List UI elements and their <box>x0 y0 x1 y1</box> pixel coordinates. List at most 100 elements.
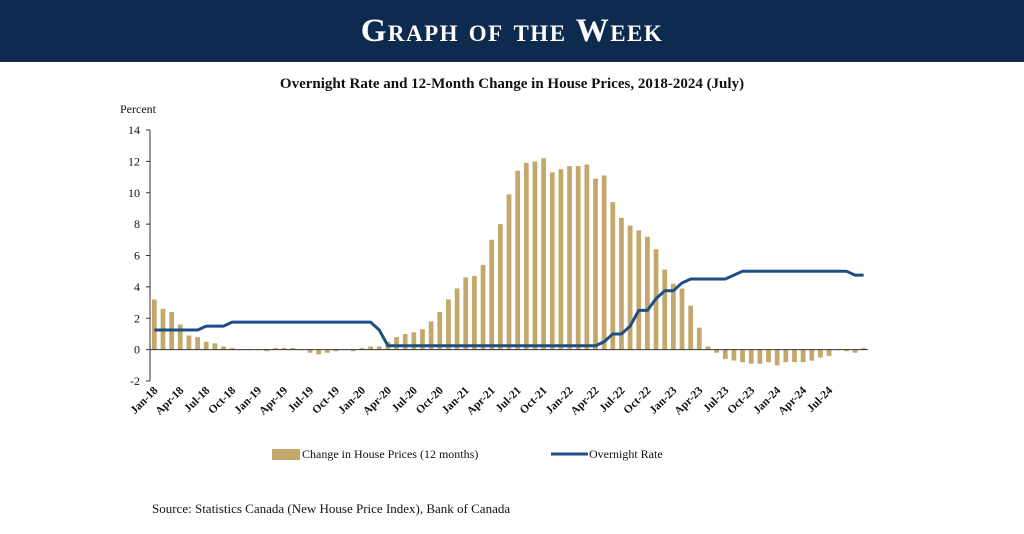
bar <box>506 194 512 350</box>
bar <box>861 348 867 350</box>
bar <box>454 288 460 350</box>
bar <box>567 166 572 350</box>
legend-label-bars: Change in House Prices (12 months) <box>302 447 478 461</box>
bar <box>679 288 685 350</box>
bar <box>221 346 226 350</box>
bar <box>843 349 849 352</box>
bar <box>195 337 200 350</box>
legend-label-line: Overnight Rate <box>589 447 663 461</box>
bar <box>645 236 650 350</box>
bar <box>324 349 330 353</box>
bar <box>203 341 209 350</box>
bar <box>515 170 521 350</box>
bar <box>437 311 443 350</box>
bar <box>748 349 754 364</box>
bar <box>696 327 702 350</box>
bar <box>290 348 296 350</box>
bar <box>307 349 313 353</box>
bar <box>541 158 546 350</box>
bar <box>523 162 529 350</box>
y-tick-label: 8 <box>134 217 140 231</box>
y-tick-label: 6 <box>134 249 140 263</box>
bar <box>558 169 564 350</box>
bar <box>350 349 356 352</box>
source-note: Source: Statistics Canada (New House Pri… <box>152 501 511 516</box>
chart-title: Overnight Rate and 12-Month Change in Ho… <box>279 76 745 92</box>
bar <box>489 239 495 350</box>
bar <box>601 175 607 350</box>
overnight-rate-line <box>154 269 864 348</box>
x-tick-label: Oct-19 <box>310 384 342 416</box>
bar <box>359 348 365 350</box>
y-tick-label: 2 <box>134 311 140 325</box>
x-tick-label: Oct-22 <box>622 384 654 416</box>
bar <box>497 224 503 350</box>
bar <box>428 321 434 350</box>
bar <box>740 349 745 363</box>
bar <box>670 283 676 350</box>
bar <box>705 346 711 350</box>
x-tick-label: Oct-18 <box>206 384 238 416</box>
bar <box>212 343 218 350</box>
bar <box>818 349 823 358</box>
x-tick-label: Apr-21 <box>465 384 498 417</box>
bar <box>177 324 183 350</box>
bar <box>229 348 235 350</box>
bar <box>264 349 270 352</box>
bar <box>333 349 339 352</box>
bar <box>731 349 737 361</box>
x-tick-label: Apr-22 <box>569 384 602 417</box>
bar <box>446 299 451 350</box>
y-tick-label: 12 <box>128 154 140 168</box>
bar <box>549 172 555 350</box>
bar <box>394 337 399 350</box>
y-tick-label: 0 <box>134 343 140 357</box>
bar <box>316 349 322 355</box>
x-tick-label: Apr-24 <box>776 384 809 417</box>
bar <box>766 349 771 363</box>
banner: Graph of the Week <box>0 0 1024 62</box>
y-tick-label: 10 <box>128 186 140 200</box>
y-tick-label: -2 <box>130 374 140 388</box>
bar <box>662 269 668 350</box>
bar <box>593 178 598 350</box>
bar <box>800 349 806 363</box>
legend-swatch-bars <box>272 449 300 460</box>
bar <box>636 230 642 350</box>
y-axis-label: Percent <box>120 102 157 116</box>
bar <box>463 277 469 350</box>
bar <box>783 349 789 363</box>
bar <box>480 264 486 350</box>
bar <box>774 349 780 366</box>
bar <box>619 217 624 350</box>
bar <box>757 349 763 364</box>
bar <box>722 349 728 360</box>
y-tick-label: 14 <box>128 123 140 137</box>
bar <box>532 161 538 350</box>
x-tick-label: Oct-21 <box>518 384 550 416</box>
bar <box>852 349 858 353</box>
y-tick-label: 4 <box>134 280 140 294</box>
bar <box>826 349 832 356</box>
banner-title: Graph of the Week <box>360 12 664 49</box>
bar <box>420 329 425 350</box>
bar <box>792 349 797 363</box>
bar <box>402 333 408 350</box>
bar <box>368 346 373 350</box>
bar <box>688 305 694 350</box>
x-tick-label: Apr-18 <box>153 384 186 417</box>
bar <box>273 348 278 350</box>
bar <box>610 202 616 350</box>
x-tick-label: Oct-20 <box>414 384 446 416</box>
x-tick-label: Apr-19 <box>257 384 290 417</box>
bar <box>714 349 719 353</box>
x-tick-label: Apr-23 <box>672 384 705 417</box>
bar <box>376 346 382 350</box>
bar <box>281 348 287 350</box>
bar <box>627 225 633 350</box>
bar <box>472 275 477 350</box>
bar <box>151 299 157 350</box>
bar <box>809 349 815 361</box>
bar <box>186 335 192 350</box>
